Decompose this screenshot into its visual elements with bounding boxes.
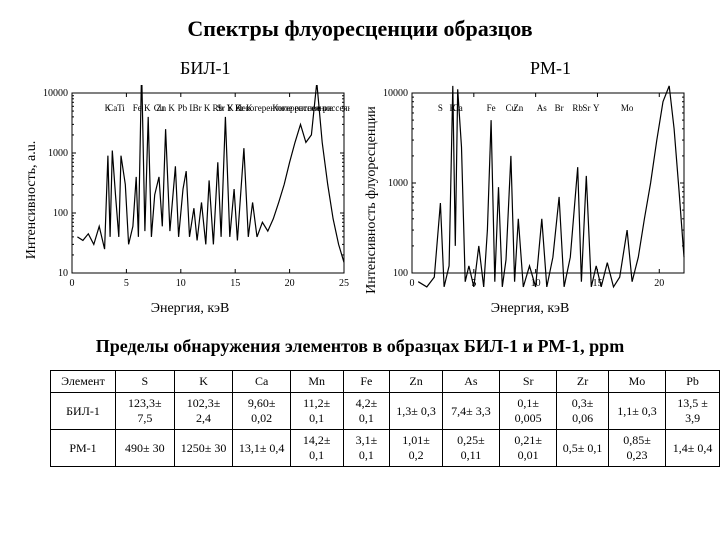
svg-text:Ti: Ti (117, 103, 125, 113)
col-header: Zr (557, 371, 608, 393)
col-header: Ca (233, 371, 290, 393)
table-cell: 1,01± 0,2 (390, 430, 443, 467)
col-header: Sr (499, 371, 556, 393)
col-header: Zn (390, 371, 443, 393)
table-cell: 3,1± 0,1 (343, 430, 390, 467)
col-header: Элемент (51, 371, 116, 393)
svg-text:25: 25 (339, 278, 349, 289)
table-cell: 4,2± 0,1 (343, 393, 390, 430)
svg-text:As: As (537, 103, 547, 113)
table-cell: 490± 30 (116, 430, 175, 467)
col-header: As (442, 371, 499, 393)
svg-text:20: 20 (285, 278, 295, 289)
svg-text:100: 100 (53, 208, 68, 219)
table-cell: 0,85± 0,23 (608, 430, 665, 467)
svg-text:Zn K: Zn K (156, 103, 175, 113)
chart-left: Интенсивность, a.u. 10100100010000051015… (30, 85, 350, 315)
svg-text:1000: 1000 (48, 148, 68, 159)
col-header: Mn (290, 371, 343, 393)
chart-right-ylabel: Интенсивность флуоресценции (364, 106, 380, 294)
svg-text:10000: 10000 (383, 88, 408, 99)
table-cell: 11,2± 0,1 (290, 393, 343, 430)
limits-table: ЭлементSKCaMnFeZnAsSrZrMoPb БИЛ-1123,3± 7… (50, 370, 720, 467)
svg-text:0: 0 (410, 278, 415, 289)
page-title: Спектры флуоресценции образцов (0, 16, 720, 42)
table-cell: 1,1± 0,3 (608, 393, 665, 430)
svg-text:Ca: Ca (107, 103, 117, 113)
table-cell: 9,60± 0,02 (233, 393, 290, 430)
svg-text:10: 10 (176, 278, 186, 289)
svg-text:Fe: Fe (487, 103, 496, 113)
svg-text:Rb: Rb (213, 103, 224, 113)
svg-text:10000: 10000 (43, 88, 68, 99)
chart-right-title: РМ-1 (530, 58, 571, 79)
chart-left-xlabel: Энергия, кэВ (30, 301, 350, 317)
svg-text:100: 100 (393, 268, 408, 279)
svg-text:0: 0 (70, 278, 75, 289)
svg-text:Br: Br (555, 103, 564, 113)
col-header: S (116, 371, 175, 393)
table-title: Пределы обнаружения элементов в образцах… (0, 336, 720, 357)
table-cell: 1,4± 0,4 (666, 430, 720, 467)
row-header: БИЛ-1 (51, 393, 116, 430)
table-cell: 1250± 30 (174, 430, 233, 467)
table-cell: 0,25± 0,11 (442, 430, 499, 467)
svg-text:1000: 1000 (388, 178, 408, 189)
col-header: K (174, 371, 233, 393)
svg-text:10: 10 (58, 268, 68, 279)
chart-left-ylabel: Интенсивность, a.u. (24, 141, 40, 260)
svg-text:Sr: Sr (582, 103, 590, 113)
chart-right-xlabel: Энергия, кэВ (370, 301, 690, 317)
table-cell: 0,3± 0,06 (557, 393, 608, 430)
row-header: РМ-1 (51, 430, 116, 467)
svg-text:5: 5 (124, 278, 129, 289)
svg-text:S: S (438, 103, 443, 113)
svg-text:20: 20 (654, 278, 664, 289)
table-cell: 1,3± 0,3 (390, 393, 443, 430)
table-cell: 13,5 ± 3,9 (666, 393, 720, 430)
table-cell: 14,2± 0,1 (290, 430, 343, 467)
table-cell: 123,3± 7,5 (116, 393, 175, 430)
table-cell: 0,1± 0,005 (499, 393, 556, 430)
col-header: Mo (608, 371, 665, 393)
table-cell: 102,3± 2,4 (174, 393, 233, 430)
svg-text:15: 15 (230, 278, 240, 289)
svg-text:Ca: Ca (453, 103, 463, 113)
svg-text:Br K: Br K (193, 103, 211, 113)
chart-left-svg: 101001000100000510152025KCaTiFe KCuZn KP… (30, 85, 350, 295)
table-cell: 7,4± 3,3 (442, 393, 499, 430)
svg-text:Когерентное рассеяние: Когерентное рассеяние (272, 103, 350, 113)
svg-text:Mo: Mo (621, 103, 634, 113)
table-cell: 0,5± 0,1 (557, 430, 608, 467)
table-cell: 13,1± 0,4 (233, 430, 290, 467)
svg-text:Zn: Zn (513, 103, 523, 113)
col-header: Pb (666, 371, 720, 393)
col-header: Fe (343, 371, 390, 393)
chart-right-svg: 10010001000005101520SKCaFeCuZnAsBrRbSrYM… (370, 85, 690, 295)
table-cell: 0,21± 0,01 (499, 430, 556, 467)
svg-text:Y: Y (593, 103, 600, 113)
chart-right: Интенсивность флуоресценции 100100010000… (370, 85, 690, 315)
chart-left-title: БИЛ-1 (180, 58, 231, 79)
svg-text:Fe K: Fe K (133, 103, 151, 113)
